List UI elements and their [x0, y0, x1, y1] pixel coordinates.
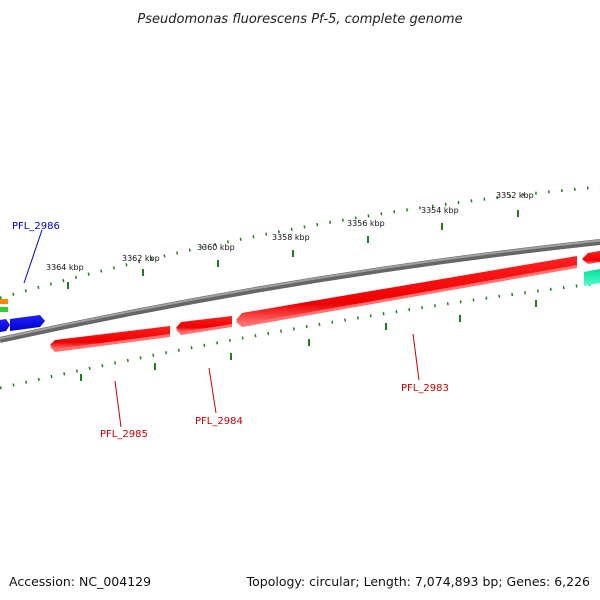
gene-edge-forward[interactable] — [0, 319, 10, 332]
misc-feature-orange — [0, 299, 8, 304]
scale-labels: 3364 kbp 3362 kbp 3360 kbp 3358 kbp 3356… — [46, 191, 534, 272]
label-line-PFL_2986 — [23, 229, 43, 284]
gene-label-PFL_2984[interactable]: PFL_2984 — [195, 416, 243, 427]
inner-major-ticks — [80, 300, 537, 381]
label-line-PFL_2984 — [208, 367, 217, 414]
misc-feature-green — [0, 307, 8, 312]
scale-label: 3356 kbp — [347, 219, 385, 228]
scale-label: 3360 kbp — [197, 243, 235, 252]
genome-backbone — [0, 239, 600, 343]
scale-label: 3362 kbp — [122, 254, 160, 263]
genome-summary-text: Topology: circular; Length: 7,074,893 bp… — [246, 574, 590, 589]
scale-label: 3354 kbp — [421, 206, 459, 215]
gene-label-PFL_2985[interactable]: PFL_2985 — [100, 429, 148, 440]
inner-tick-ring — [0, 281, 600, 390]
scale-label: 3364 kbp — [46, 263, 84, 272]
map-title: Pseudomonas fluorescens Pf-5, complete g… — [137, 12, 462, 27]
label-line-PFL_2985 — [114, 380, 122, 428]
gene-label-PFL_2986[interactable]: PFL_2986 — [12, 221, 60, 232]
gene-PFL_2984[interactable] — [176, 316, 232, 335]
accession-text: Accession: NC_004129 — [9, 574, 151, 589]
gene-label-PFL_2983[interactable]: PFL_2983 — [401, 383, 449, 394]
label-line-PFL_2983 — [412, 333, 420, 381]
gene-PFL_2986[interactable] — [10, 315, 45, 331]
outer-major-ticks — [67, 210, 519, 289]
gene-PFL_2983[interactable] — [236, 256, 577, 327]
scale-label: 3352 kbp — [496, 191, 534, 200]
scale-label: 3358 kbp — [272, 233, 310, 242]
rna-gene[interactable] — [584, 269, 600, 286]
gene-PFL_2985[interactable] — [50, 326, 170, 352]
gene-edge-reverse[interactable] — [582, 251, 600, 264]
